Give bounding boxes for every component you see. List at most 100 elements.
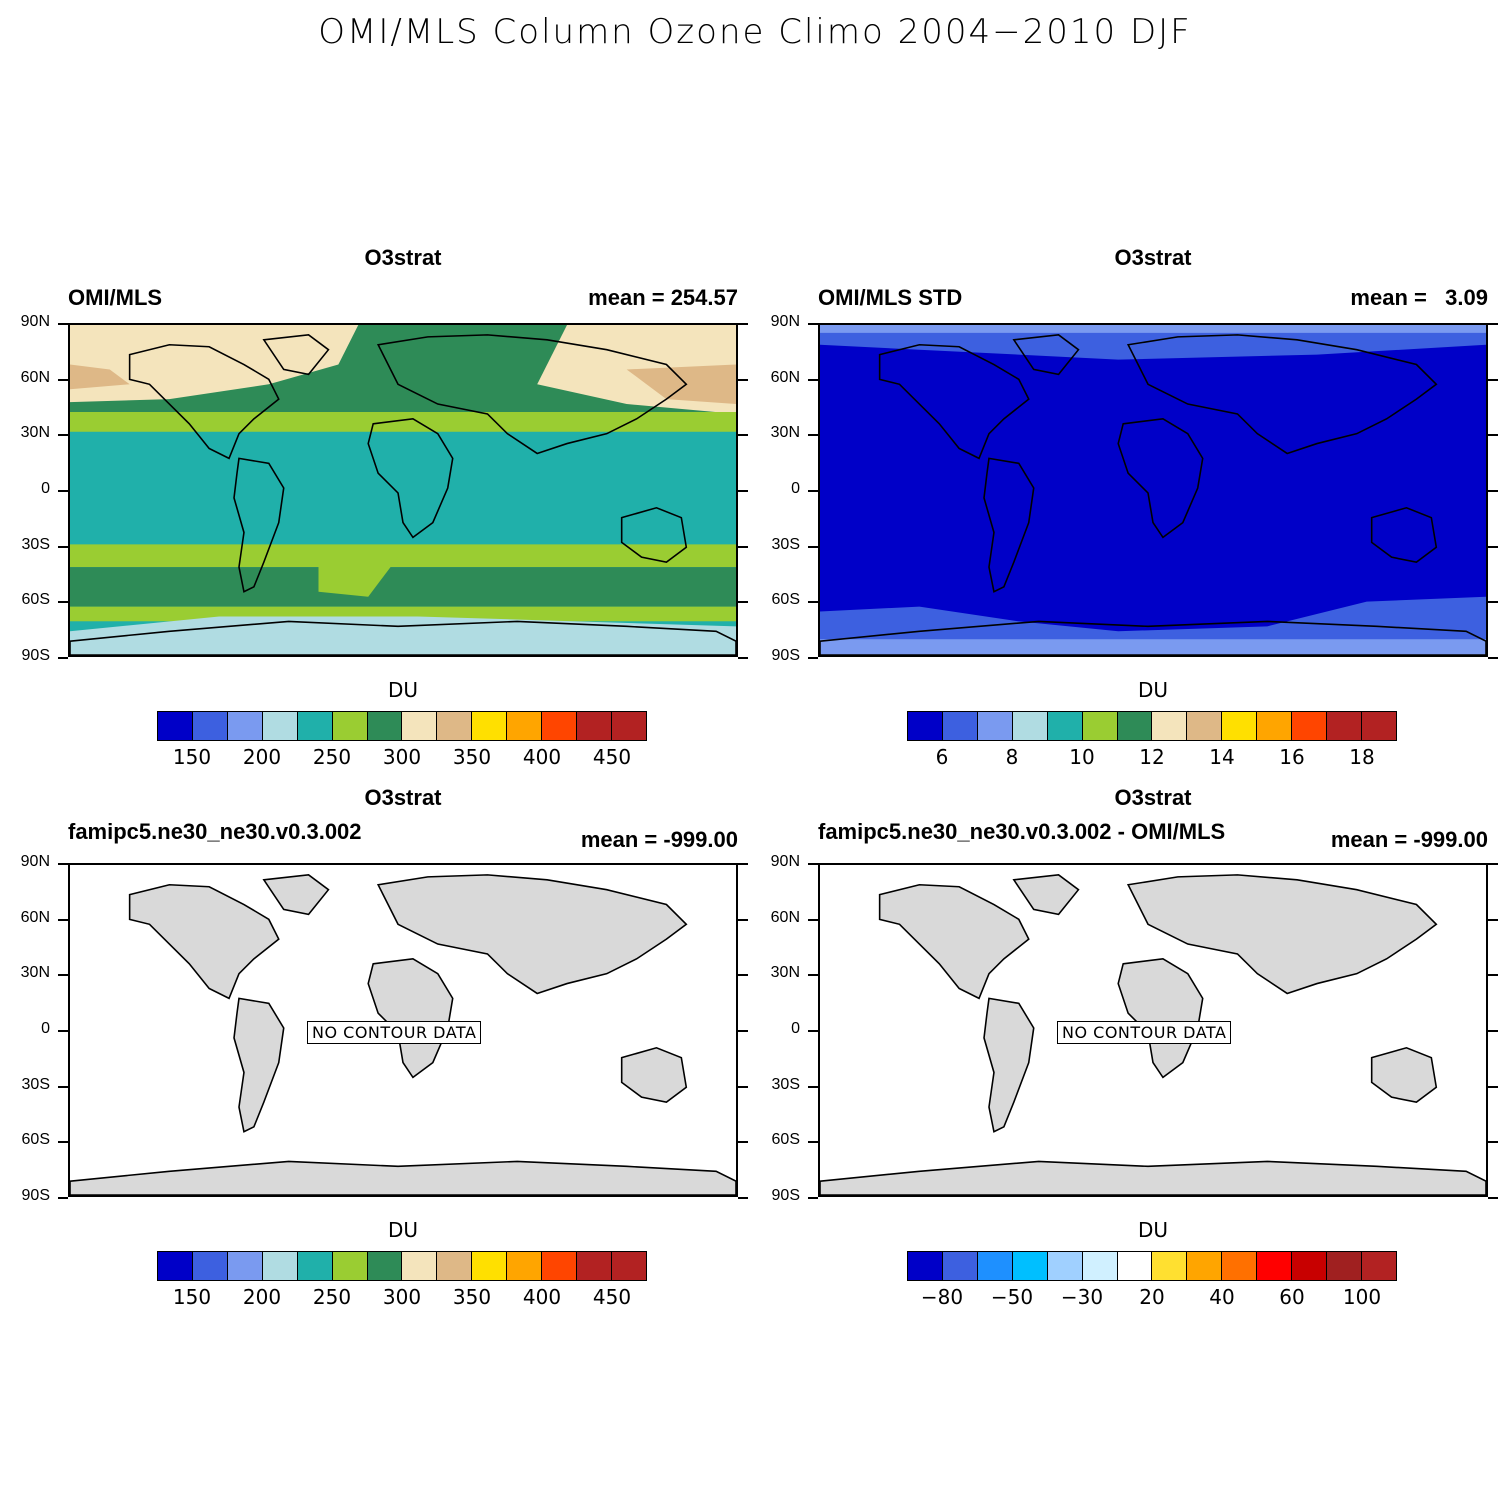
lat-tick-right — [1488, 434, 1498, 437]
map-plot — [68, 323, 738, 657]
lat-tick — [808, 1197, 818, 1199]
colorbar-swatch — [472, 1252, 508, 1280]
lat-tick — [808, 1141, 818, 1144]
lat-tick-label: 0 — [41, 480, 50, 497]
colorbar-swatch — [332, 1252, 368, 1280]
colorbar-swatch — [1082, 1252, 1118, 1280]
lat-tick-label: 60S — [21, 1131, 50, 1149]
lat-tick — [808, 974, 818, 977]
colorbar-swatch — [297, 1252, 333, 1280]
colorbar-tick-label: 200 — [242, 745, 282, 769]
lat-tick-right — [738, 323, 748, 325]
lat-tick — [808, 434, 818, 437]
colorbar-swatch — [1117, 1252, 1153, 1280]
units-label: DU — [1137, 1218, 1169, 1242]
colorbar-tick-label: 40 — [1209, 1285, 1235, 1309]
panel-obs: O3strat OMI/MLS mean = 254.57 90N 60N 30N 0 30S… — [0, 245, 755, 785]
lat-tick-label: 0 — [41, 1020, 50, 1037]
panel-std: O3strat OMI/MLS STD mean = 3.09 90N 60N 30N 0 3… — [750, 245, 1505, 785]
colorbar-swatch — [192, 712, 228, 740]
colorbar-swatch — [402, 1252, 438, 1280]
colorbar-tick-label: 250 — [312, 1285, 352, 1309]
colorbar-tick-label: 250 — [312, 745, 352, 769]
colorbar-swatch — [908, 1252, 943, 1280]
colorbar-swatch — [227, 1252, 263, 1280]
lat-tick-right — [738, 1197, 748, 1199]
lat-tick-right — [738, 545, 748, 548]
lat-tick-right — [1488, 378, 1498, 381]
colorbar-swatch — [1012, 1252, 1048, 1280]
colorbar-tick-label: 400 — [522, 745, 562, 769]
lat-tick-label: 90S — [771, 647, 800, 664]
lat-tick-right — [738, 601, 748, 604]
colorbar — [157, 1251, 647, 1281]
colorbar-tick-label: 16 — [1279, 745, 1305, 769]
colorbar-swatch — [977, 1252, 1013, 1280]
colorbar-swatch — [1361, 712, 1396, 740]
colorbar-swatch — [1257, 1252, 1293, 1280]
panel-left-label: OMI/MLS STD — [818, 285, 963, 310]
lat-tick-label: 0 — [791, 1020, 800, 1037]
lat-tick-right — [1488, 323, 1498, 325]
colorbar-tick-label: −50 — [990, 1285, 1034, 1309]
colorbar-tick-label: 100 — [1342, 1285, 1382, 1309]
lat-tick-right — [1488, 863, 1498, 865]
colorbar-tick-label: 20 — [1139, 1285, 1165, 1309]
colorbar-swatch — [402, 712, 438, 740]
lat-tick-right — [1488, 1030, 1498, 1032]
colorbar-tick-label: 18 — [1349, 745, 1375, 769]
lat-tick — [808, 490, 818, 492]
colorbar-swatch — [942, 1252, 978, 1280]
panel-title: O3strat — [364, 245, 442, 270]
lat-tick-label: 30N — [20, 424, 50, 442]
colorbar-swatch — [1187, 712, 1223, 740]
colorbar-swatch — [472, 712, 508, 740]
lat-tick-label: 30N — [20, 964, 50, 982]
colorbar-tick-label: 450 — [592, 1285, 632, 1309]
lat-tick-right — [1488, 1197, 1498, 1199]
lat-tick-label: 90N — [770, 853, 800, 870]
colorbar-tick-label: 400 — [522, 1285, 562, 1309]
colorbar-tick-label: 60 — [1279, 1285, 1305, 1309]
panel-title: O3strat — [364, 785, 442, 810]
colorbar-swatch — [1047, 712, 1083, 740]
colorbar-tick-label: 300 — [382, 745, 422, 769]
no-contour-label: NO CONTOUR DATA — [307, 1021, 482, 1044]
colorbar-swatch — [1327, 1252, 1362, 1280]
lat-tick — [58, 1197, 68, 1199]
colorbar-tick-label: 450 — [592, 745, 632, 769]
lat-tick — [58, 545, 68, 548]
lat-tick-label: 30N — [770, 964, 800, 982]
colorbar-swatch — [1117, 712, 1153, 740]
lat-tick-label: 60N — [20, 908, 50, 926]
lat-tick — [808, 378, 818, 381]
map-plot: NO CONTOUR DATA — [818, 863, 1488, 1197]
colorbar-swatch — [542, 1252, 578, 1280]
lat-tick-label: 90N — [20, 853, 50, 870]
lat-tick-label: 90N — [20, 313, 50, 330]
lat-tick — [58, 918, 68, 921]
panel-diff: O3strat famipc5.ne30_ne30.v0.3.002 - OMI/… — [750, 785, 1505, 1325]
lat-tick-right — [738, 490, 748, 492]
lat-tick — [58, 378, 68, 381]
no-contour-label: NO CONTOUR DATA — [1057, 1021, 1232, 1044]
colorbar-swatch — [262, 712, 298, 740]
lat-tick — [58, 974, 68, 977]
panel-mean-label: mean = 254.57 — [588, 285, 738, 310]
colorbar-tick-label: 200 — [242, 1285, 282, 1309]
colorbar-swatch — [437, 1252, 473, 1280]
lat-tick — [808, 657, 818, 659]
map-plot — [818, 323, 1488, 657]
colorbar-swatch — [1187, 1252, 1223, 1280]
lat-tick-right — [738, 974, 748, 977]
panel-title: O3strat — [1114, 245, 1192, 270]
colorbar-swatch — [507, 712, 543, 740]
lat-tick-right — [738, 657, 748, 659]
colorbar-tick-label: −80 — [920, 1285, 964, 1309]
panel-left-label: famipc5.ne30_ne30.v0.3.002 — [68, 819, 362, 844]
lat-tick-right — [738, 863, 748, 865]
colorbar — [907, 711, 1397, 741]
lat-tick-right — [738, 1085, 748, 1088]
lat-tick — [58, 1030, 68, 1032]
colorbar-swatch — [942, 712, 978, 740]
